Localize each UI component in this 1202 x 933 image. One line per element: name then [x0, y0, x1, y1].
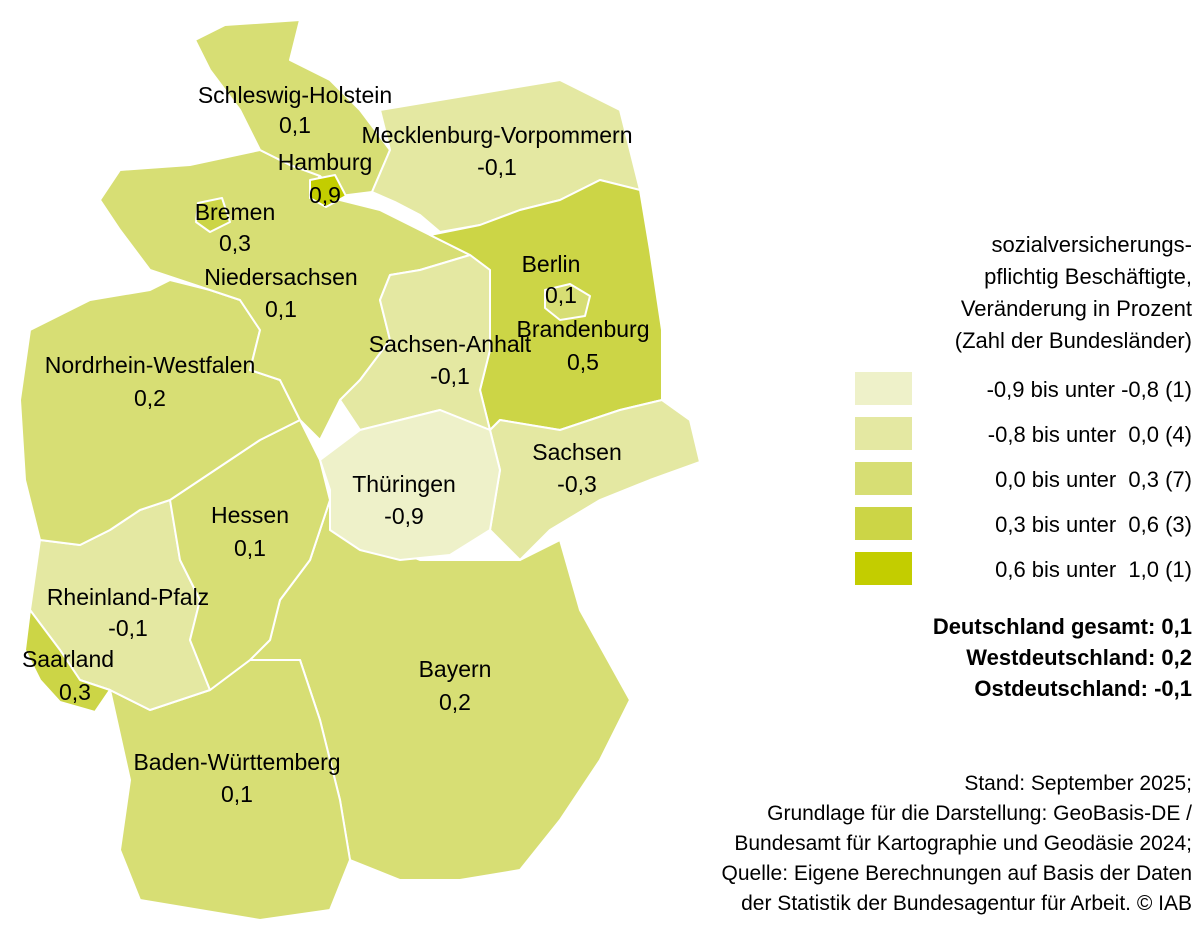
region [319, 409, 501, 561]
legend-label: -0,9 bis unter -0,8 (1) [987, 377, 1192, 402]
region-name: Niedersachsen [204, 264, 357, 290]
legend-title: sozialversicherungs- [991, 232, 1192, 257]
total: Westdeutschland: 0,2 [966, 645, 1192, 670]
region-name: Mecklenburg-Vorpommern [361, 122, 632, 148]
region [24, 609, 111, 713]
region-name: Brandenburg [517, 316, 650, 342]
region-value: 0,2 [439, 689, 471, 715]
region-value: -0,9 [384, 503, 424, 529]
region-value: -0,1 [477, 154, 517, 180]
region-name: Sachsen [532, 439, 622, 465]
region-name: Nordrhein-Westfalen [45, 352, 256, 378]
legend-swatch [855, 372, 912, 405]
region-value: 0,1 [265, 296, 297, 322]
region-value: 0,9 [309, 182, 341, 208]
region-value: 0,5 [567, 349, 599, 375]
legend-label: 0,3 bis unter 0,6 (3) [995, 512, 1192, 537]
regions [19, 19, 701, 921]
region-value: 0,1 [279, 112, 311, 138]
legend-title: (Zahl der Bundesländer) [955, 328, 1192, 353]
legend-label: -0,8 bis unter 0,0 (4) [988, 422, 1192, 447]
region [195, 197, 231, 233]
region-name: Rheinland-Pfalz [47, 584, 209, 610]
source-line: Quelle: Eigene Berechnungen auf Basis de… [722, 862, 1192, 885]
legend-swatch [855, 462, 912, 495]
region-value: 0,1 [545, 282, 577, 308]
region-name: Saarland [22, 646, 114, 672]
region-name: Thüringen [352, 471, 456, 497]
region-name: Hessen [211, 502, 289, 528]
region-value: 0,3 [219, 230, 251, 256]
region-name: Bayern [419, 656, 492, 682]
source-line: Bundesamt für Kartographie und Geodäsie … [734, 832, 1192, 855]
region-name: Schleswig-Holstein [198, 82, 392, 108]
region-value: 0,1 [221, 781, 253, 807]
region-name: Berlin [522, 251, 581, 277]
region-name: Bremen [195, 199, 276, 225]
region-name: Sachsen-Anhalt [369, 331, 532, 357]
legend-title: Veränderung in Prozent [961, 296, 1192, 321]
total: Deutschland gesamt: 0,1 [933, 614, 1192, 639]
region-value: 0,2 [134, 385, 166, 411]
region-value: 0,1 [234, 535, 266, 561]
region-name: Baden-Württemberg [133, 749, 340, 775]
legend-title: pflichtig Beschäftigte, [984, 264, 1192, 289]
legend-swatch [855, 417, 912, 450]
region [19, 279, 301, 546]
region [309, 174, 347, 208]
region-value: -0,1 [430, 363, 470, 389]
total: Ostdeutschland: -0,1 [974, 676, 1192, 701]
region-value: 0,3 [59, 679, 91, 705]
legend-label: 0,6 bis unter 1,0 (1) [995, 557, 1192, 582]
region-labels: Bayern 0,2 Baden-Württemberg 0,1 Saarland 0,3… [22, 82, 650, 807]
legend: sozialversicherungs-pflichtig Beschäftig… [722, 232, 1193, 915]
source-line: Stand: September 2025; [964, 772, 1192, 795]
region-value: -0,3 [557, 471, 597, 497]
legend-swatch [855, 552, 912, 585]
legend-label: 0,0 bis unter 0,3 (7) [995, 467, 1192, 492]
region-value: -0,1 [108, 615, 148, 641]
region-name: Hamburg [278, 149, 373, 175]
source-line: Grundlage für die Darstellung: GeoBasis-… [767, 802, 1192, 825]
region [544, 283, 591, 321]
source-line: der Statistik der Bundesagentur für Arbe… [741, 892, 1192, 915]
region [489, 399, 701, 561]
legend-swatch [855, 507, 912, 540]
